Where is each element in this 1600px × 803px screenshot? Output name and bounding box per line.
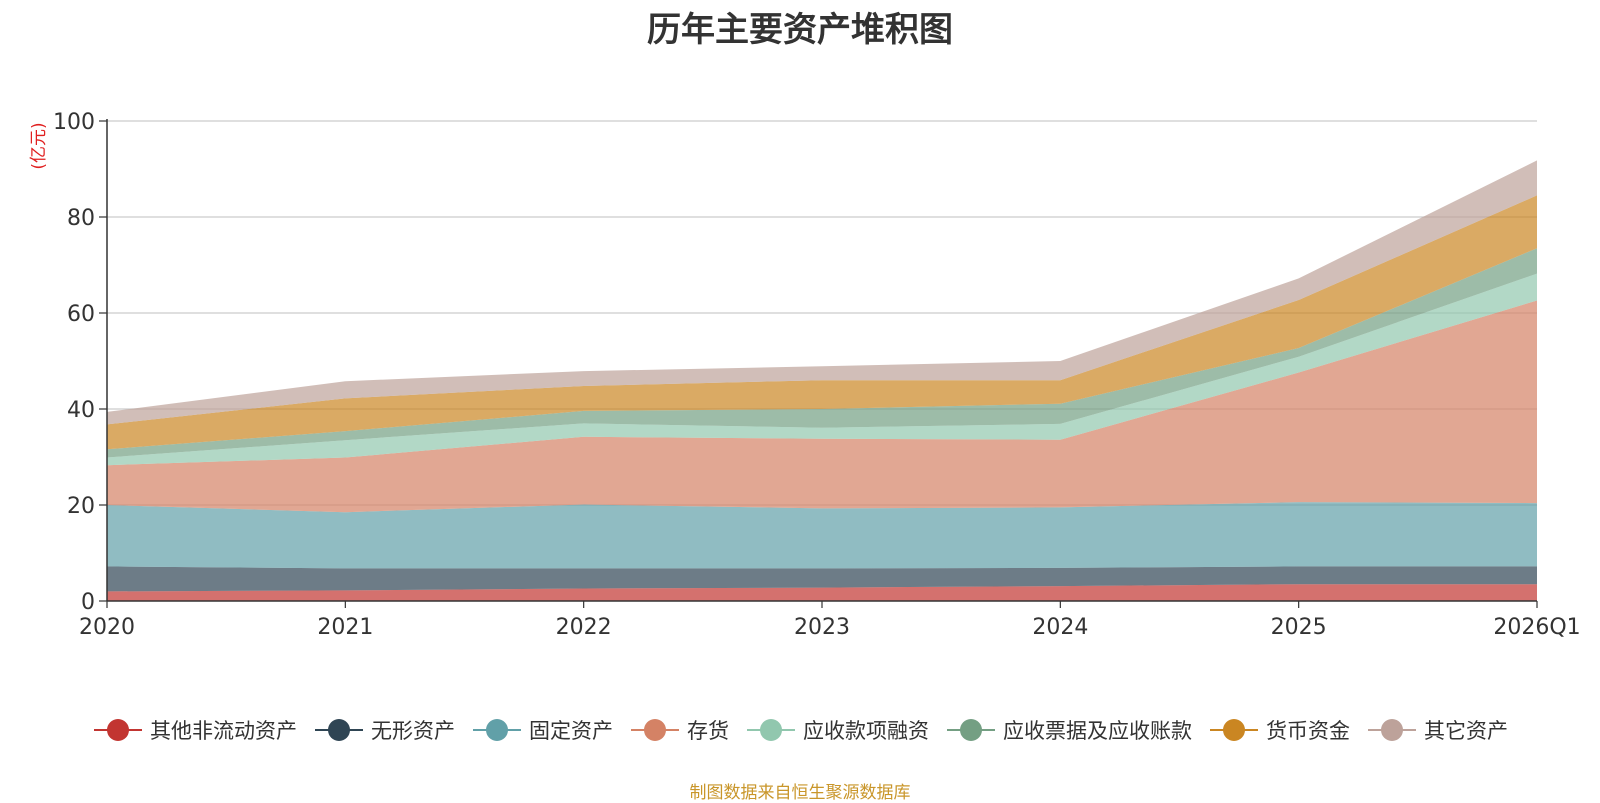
legend: 其他非流动资产 无形资产 固定资产 存货 应收款项融资 应收票据及应收账款 货币资金 其它资产	[0, 715, 1600, 745]
x-tick-label: 2022	[556, 615, 612, 640]
area-series-2	[107, 502, 1537, 569]
legend-label: 应收票据及应收账款	[1003, 719, 1192, 743]
area-series-1	[107, 566, 1537, 592]
legend-label: 其它资产	[1424, 719, 1508, 743]
legend-item[interactable]: 固定资产	[471, 715, 613, 745]
legend-item[interactable]: 应收票据及应收账款	[945, 715, 1192, 745]
area-series-5	[107, 248, 1537, 458]
legend-item[interactable]: 无形资产	[313, 715, 455, 745]
area-series-7	[107, 160, 1537, 425]
y-tick-label: 0	[81, 590, 95, 615]
data-point-series-7	[582, 369, 586, 373]
x-tick-label: 2021	[317, 615, 373, 640]
y-tick-label: 80	[67, 206, 95, 231]
data-point-series-7	[1058, 359, 1062, 363]
legend-marker-icon	[1368, 719, 1416, 741]
legend-marker-icon	[631, 719, 679, 741]
data-point-series-7	[343, 379, 347, 383]
legend-marker-icon	[473, 719, 521, 741]
x-tick-label: 2025	[1271, 615, 1327, 640]
area-series-6	[107, 195, 1537, 450]
y-tick-label: 20	[67, 494, 95, 519]
legend-label: 货币资金	[1266, 719, 1350, 743]
chart-title: 历年主要资产堆积图	[647, 10, 953, 50]
legend-marker-icon	[315, 719, 363, 741]
legend-item[interactable]: 货币资金	[1208, 715, 1350, 745]
source-note: 制图数据来自恒生聚源数据库	[689, 783, 911, 803]
legend-label: 存货	[687, 719, 729, 743]
y-tick-label: 60	[67, 302, 95, 327]
legend-label: 其他非流动资产	[150, 719, 297, 743]
area-series-3	[107, 300, 1537, 513]
y-tick-label: 100	[53, 110, 95, 135]
y-tick-label: 40	[67, 398, 95, 423]
legend-marker-icon	[947, 719, 995, 741]
x-tick-label: 2020	[79, 615, 135, 640]
legend-marker-icon	[94, 719, 142, 741]
x-tick-label: 2026Q1	[1493, 615, 1580, 640]
y-axis-label: (亿元)	[29, 122, 49, 169]
legend-item[interactable]: 其它资产	[1366, 715, 1508, 745]
legend-item[interactable]: 应收款项融资	[745, 715, 929, 745]
data-point-series-7	[1535, 158, 1539, 162]
legend-marker-icon	[1210, 719, 1258, 741]
legend-marker-icon	[747, 719, 795, 741]
area-series-0	[107, 584, 1537, 601]
legend-item[interactable]: 其他非流动资产	[92, 715, 297, 745]
legend-item[interactable]: 存货	[629, 715, 729, 745]
x-tick-label: 2023	[794, 615, 850, 640]
data-point-series-7	[1297, 276, 1301, 280]
x-tick-label: 2024	[1032, 615, 1088, 640]
legend-label: 无形资产	[371, 719, 455, 743]
data-point-series-7	[820, 364, 824, 368]
legend-label: 固定资产	[529, 719, 613, 743]
legend-label: 应收款项融资	[803, 719, 929, 743]
